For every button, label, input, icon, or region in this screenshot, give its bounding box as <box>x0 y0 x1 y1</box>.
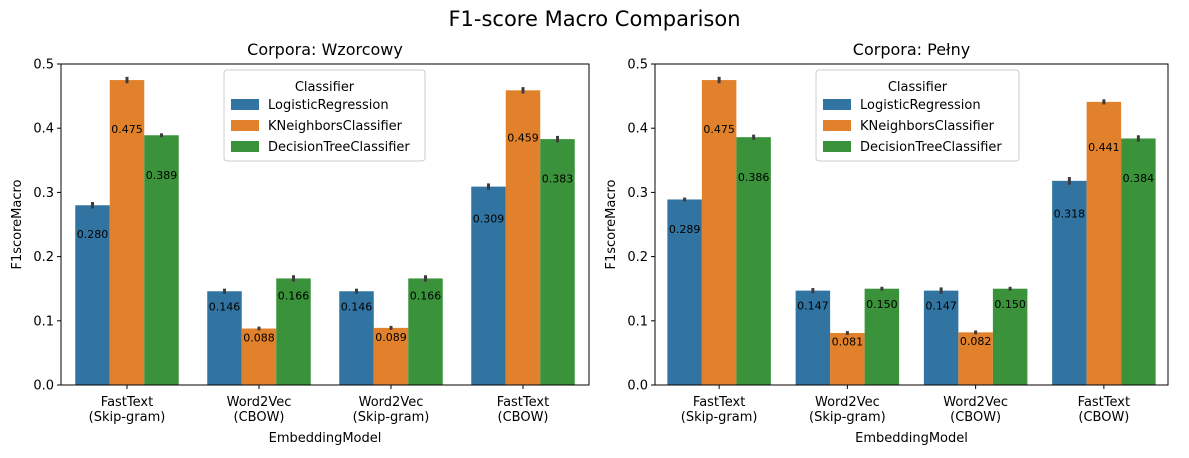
legend: Classifier LogisticRegression KNeighborsCl… <box>815 69 1020 162</box>
y-tick-label: 0.1 <box>33 314 54 329</box>
bar-value-label: 0.383 <box>542 172 574 185</box>
legend-frame <box>815 69 1020 162</box>
legend-frame <box>223 69 426 162</box>
bar-value-label: 0.459 <box>507 131 539 144</box>
legend-swatch <box>231 99 259 110</box>
x-axis-label: EmbeddingModel <box>269 431 382 446</box>
legend-title: Classifier <box>295 80 355 95</box>
legend-swatch <box>231 141 259 152</box>
y-tick-label: 0.0 <box>33 379 54 394</box>
x-tick-label: Word2Vec (Skip-gram) <box>809 395 886 425</box>
legend-entry-label: DecisionTreeClassifier <box>268 140 410 155</box>
bar-value-label: 0.150 <box>866 298 898 311</box>
bar-value-label: 0.309 <box>473 212 505 225</box>
legend-swatch <box>823 120 851 131</box>
bar-value-label: 0.166 <box>410 289 442 302</box>
y-tick-label: 0.5 <box>33 58 54 73</box>
bar <box>736 137 771 385</box>
x-tick-label: FastText (CBOW) <box>497 395 549 425</box>
bar-value-label: 0.318 <box>1054 208 1086 221</box>
legend-entry-label: DecisionTreeClassifier <box>860 140 1002 155</box>
bar-value-label: 0.475 <box>703 123 735 136</box>
subplot-title: Corpora: Wzorcowy <box>247 40 403 59</box>
y-tick-label: 0.4 <box>627 122 648 137</box>
legend-title: Classifier <box>888 80 948 95</box>
bar <box>408 278 443 385</box>
legend: Classifier LogisticRegression KNeighborsCl… <box>223 69 426 162</box>
bar <box>339 291 374 385</box>
subplot-title: Corpora: Pełny <box>853 40 970 59</box>
bar <box>144 135 179 385</box>
x-axis-label: EmbeddingModel <box>855 431 968 446</box>
legend-entry-label: KNeighborsClassifier <box>860 119 995 134</box>
bar-value-label: 0.082 <box>960 335 992 348</box>
bar-value-label: 0.389 <box>146 169 178 182</box>
x-tick-label: FastText (CBOW) <box>1078 395 1130 425</box>
bar-value-label: 0.089 <box>375 331 407 344</box>
bar-value-label: 0.166 <box>278 289 310 302</box>
bar <box>207 291 242 385</box>
bar <box>795 290 831 385</box>
y-axis-label: F1scoreMacro <box>10 179 25 269</box>
legend-entry-label: LogisticRegression <box>860 98 981 113</box>
bar-value-label: 0.289 <box>669 223 701 236</box>
figure-title: F1-score Macro Comparison <box>448 7 740 31</box>
bar <box>1121 138 1156 385</box>
subplot-1: 0.280 0.146 0.146 0.309 0.475 0.088 0.089 0.459… <box>10 40 590 446</box>
bar-value-label: 0.146 <box>209 300 241 313</box>
bar-value-label: 0.384 <box>1123 172 1155 185</box>
axes-frame <box>654 63 1169 386</box>
bar <box>471 186 506 385</box>
bar-value-label: 0.475 <box>111 123 143 136</box>
bar-value-label: 0.150 <box>994 298 1026 311</box>
bar-value-label: 0.280 <box>77 228 109 241</box>
bar-value-label: 0.081 <box>832 335 864 348</box>
legend-swatch <box>823 141 851 152</box>
legend-entry-label: LogisticRegression <box>268 98 389 113</box>
bar <box>864 288 900 385</box>
y-tick-label: 0.2 <box>33 250 54 265</box>
y-tick-label: 0.3 <box>33 186 54 201</box>
bar <box>373 327 409 385</box>
bar <box>1086 101 1122 386</box>
bar <box>276 278 311 385</box>
bar <box>992 288 1028 385</box>
bar-value-label: 0.146 <box>341 300 373 313</box>
bar <box>241 328 277 385</box>
bar <box>505 90 541 386</box>
subplot-2: 0.289 0.147 0.147 0.318 0.475 0.081 0.082 0.441… <box>604 40 1169 446</box>
bar <box>830 332 865 385</box>
bar <box>75 205 110 385</box>
x-tick-label: Word2Vec (CBOW) <box>227 395 292 425</box>
bar-value-label: 0.386 <box>738 171 770 184</box>
bar <box>540 139 575 385</box>
bar <box>667 199 702 385</box>
y-tick-label: 0.1 <box>627 314 648 329</box>
legend-swatch <box>231 120 259 131</box>
y-tick-label: 0.4 <box>33 122 54 137</box>
bar <box>1052 180 1087 385</box>
bar <box>923 290 959 385</box>
y-tick-label: 0.2 <box>627 250 648 265</box>
y-tick-label: 0.0 <box>627 379 648 394</box>
bar <box>958 332 993 385</box>
bar-value-label: 0.147 <box>797 300 829 313</box>
bar-value-label: 0.088 <box>243 332 275 345</box>
x-tick-label: FastText (Skip-gram) <box>681 395 758 425</box>
x-tick-label: FastText (Skip-gram) <box>89 395 166 425</box>
x-tick-label: Word2Vec (CBOW) <box>943 395 1008 425</box>
axes-frame <box>60 63 590 386</box>
y-tick-label: 0.3 <box>627 186 648 201</box>
bar <box>701 80 737 386</box>
bar-value-label: 0.147 <box>925 300 957 313</box>
legend-entry-label: KNeighborsClassifier <box>268 119 403 134</box>
bar-value-label: 0.441 <box>1088 141 1120 154</box>
y-axis-label: F1scoreMacro <box>604 179 619 269</box>
bar <box>109 80 145 386</box>
legend-swatch <box>823 99 851 110</box>
y-tick-label: 0.5 <box>627 58 648 73</box>
x-tick-label: Word2Vec (Skip-gram) <box>353 395 430 425</box>
